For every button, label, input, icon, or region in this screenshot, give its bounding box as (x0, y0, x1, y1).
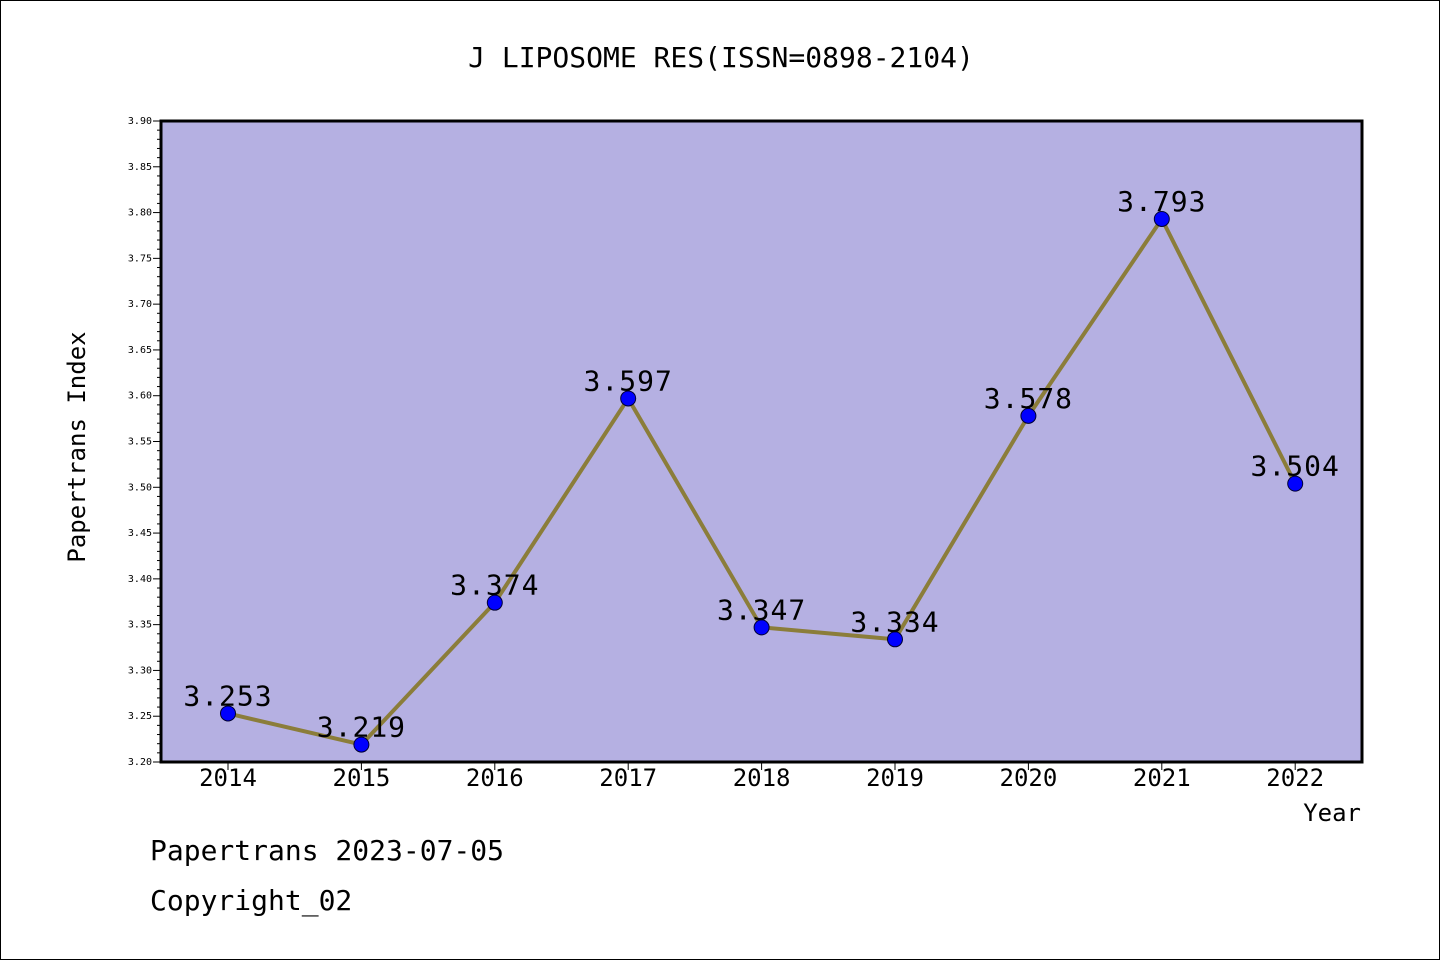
y-tick-label: 3.75 (128, 253, 152, 264)
x-tick-label: 2015 (333, 764, 391, 792)
x-axis-label: Year (1303, 799, 1361, 827)
y-tick-label: 3.60 (128, 391, 152, 402)
plot-area (161, 121, 1362, 762)
y-tick-label: 3.55 (128, 437, 152, 448)
x-tick-label: 2021 (1133, 764, 1191, 792)
y-axis-label: Papertrans Index (63, 331, 91, 562)
y-tick-label: 3.25 (128, 711, 152, 722)
series-papertrans-index (220, 210, 1304, 753)
y-tick-label: 3.35 (128, 620, 152, 631)
y-tick-label: 3.20 (128, 757, 152, 768)
x-tick-label: 2016 (466, 764, 524, 792)
data-label: 3.253 (183, 679, 272, 712)
data-point (1153, 210, 1170, 227)
data-label: 3.219 (317, 711, 406, 744)
data-label: 3.793 (1117, 185, 1206, 218)
data-label: 3.374 (450, 569, 539, 602)
x-tick-label: 2022 (1266, 764, 1324, 792)
y-tick-label: 3.85 (128, 162, 152, 173)
x-tick-label: 2017 (599, 764, 657, 792)
data-label: 3.578 (984, 382, 1073, 415)
data-point (486, 594, 503, 611)
y-tick-label: 3.90 (128, 116, 152, 127)
x-tick-label: 2018 (733, 764, 791, 792)
data-label: 3.334 (850, 605, 939, 638)
y-tick-label: 3.80 (128, 208, 152, 219)
footer-date: Papertrans 2023-07-05 (150, 834, 505, 867)
x-axis-ticks: 2014 2015 2016 2017 2018 2019 2020 2021 2022 (199, 762, 1324, 792)
x-tick-label: 2014 (199, 764, 257, 792)
y-tick-label: 3.65 (128, 345, 152, 356)
data-labels: 3.253 3.219 3.374 3.597 3.347 3.334 3.578 3.793… (183, 185, 1340, 744)
y-tick-label: 3.45 (128, 528, 152, 539)
y-tick-label: 3.70 (128, 299, 152, 310)
y-axis-ticks: 3.20 3.25 3.30 3.35 3.40 3.45 3.50 3.55 3.60 3.65… (128, 116, 161, 768)
data-point (353, 736, 370, 753)
y-tick-label: 3.30 (128, 665, 152, 676)
plot-border (159, 119, 1364, 764)
data-point (753, 619, 770, 636)
data-point (220, 705, 236, 722)
data-point (620, 390, 637, 407)
x-tick-label: 2020 (1000, 764, 1058, 792)
x-tick-label: 2019 (866, 764, 924, 792)
footer-copyright: Copyright_02 (150, 884, 353, 917)
data-label: 3.504 (1251, 450, 1340, 483)
y-tick-label: 3.50 (128, 482, 152, 493)
data-point (1020, 407, 1037, 424)
data-point (887, 631, 903, 648)
data-label: 3.597 (584, 364, 673, 397)
data-label: 3.347 (717, 593, 806, 626)
y-tick-label: 3.40 (128, 574, 152, 585)
data-point (1287, 475, 1304, 492)
chart-title: J LIPOSOME RES(ISSN=0898-2104) (468, 41, 974, 74)
